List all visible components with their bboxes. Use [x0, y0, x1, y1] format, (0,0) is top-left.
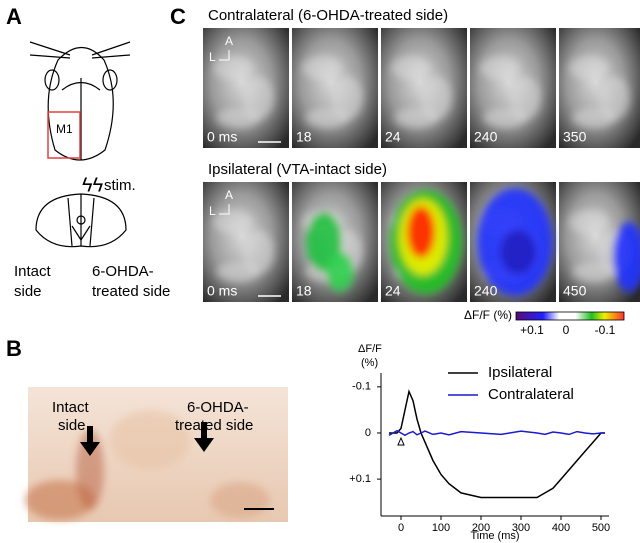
cortex-texture	[213, 56, 274, 128]
vessel	[569, 210, 609, 234]
frame-time: 18	[296, 283, 312, 299]
orientation: L	[209, 50, 216, 64]
y-tick-label: +0.1	[349, 473, 371, 485]
frame-time: 240	[474, 283, 498, 299]
orientation: A	[225, 188, 233, 202]
cortex-texture	[480, 56, 541, 128]
x-tick-label: 300	[512, 522, 530, 534]
activity-overlay	[407, 206, 435, 258]
rat-schematic	[29, 41, 131, 248]
row-title: Contralateral (6-OHDA-treated side)	[208, 7, 448, 24]
vessel	[509, 76, 541, 120]
stim-label: stim.	[104, 177, 136, 194]
vessel	[242, 76, 274, 120]
line-chart: -0.1 0 +0.1 0 100 200 300 400 500 ΔF/F (%) Time (ms…	[349, 343, 610, 542]
intact-label: Intact	[14, 263, 52, 280]
y-axis-label: ΔF/F	[358, 343, 382, 355]
intact-label: side	[14, 283, 42, 300]
vessel	[572, 108, 616, 128]
panel-label: B	[6, 336, 22, 361]
treated-label: 6-OHDA-	[92, 263, 154, 280]
intact-label: Intact	[52, 399, 90, 416]
vessel	[420, 76, 452, 120]
frame-time: 18	[296, 129, 312, 145]
vessel	[569, 56, 609, 80]
vessel	[598, 76, 630, 120]
x-tick-label: 100	[432, 522, 450, 534]
frame-time: 350	[563, 129, 587, 145]
vessel	[391, 56, 431, 80]
series-line	[389, 389, 605, 499]
treated-label: treated side	[175, 417, 253, 434]
row-title: Ipsilateral (VTA-intact side)	[208, 161, 387, 178]
panel-label: C	[170, 4, 186, 29]
treated-label: treated side	[92, 283, 170, 300]
activity-overlay	[326, 252, 354, 292]
colorbar-tick: -0.1	[595, 323, 616, 337]
vessel	[216, 108, 260, 128]
panel-label: A	[6, 4, 22, 29]
activity-overlay	[500, 230, 536, 274]
cortex-texture	[569, 56, 630, 128]
y-tick-label: 0	[365, 427, 371, 439]
colorbar	[515, 311, 625, 321]
cortex-texture	[391, 56, 452, 128]
onset-marker	[397, 436, 405, 446]
x-axis-label: Time (ms)	[470, 530, 519, 542]
cortex-texture	[213, 210, 274, 282]
frame-time: 0 ms	[207, 283, 237, 299]
vessel	[302, 56, 342, 80]
colorbar-tick: 0	[563, 323, 570, 337]
vessel	[480, 56, 520, 80]
orientation-axes	[219, 50, 230, 61]
cortex-texture	[302, 210, 363, 292]
treated-label: 6-OHDA-	[187, 399, 249, 416]
histology-staining	[25, 410, 270, 520]
vessel	[331, 76, 363, 120]
orientation: L	[209, 204, 216, 218]
y-axis-label: (%)	[361, 357, 378, 369]
intact-label: side	[58, 417, 86, 434]
x-tick-label: 0	[398, 522, 404, 534]
orientation: A	[225, 34, 233, 48]
colorbar-tick: +0.1	[520, 323, 544, 337]
legend-label: Contralateral	[488, 386, 574, 403]
region-label: M1	[56, 122, 73, 136]
arrows	[80, 422, 214, 456]
vessel	[213, 56, 253, 80]
vessel	[394, 108, 438, 128]
orientation-axes	[219, 204, 230, 215]
cortex-texture	[477, 188, 553, 296]
series-line	[388, 429, 605, 437]
vessel	[216, 262, 260, 282]
cortex-texture	[302, 56, 363, 128]
vessel	[305, 108, 349, 128]
legend-label: Ipsilateral	[488, 364, 552, 381]
colorbar-label: ΔF/F (%)	[464, 308, 512, 322]
frame-time: 24	[385, 129, 401, 145]
cortex-texture	[390, 190, 462, 294]
x-tick-label: 500	[592, 522, 610, 534]
stim-icon: ϟϟ	[82, 174, 104, 196]
cortex-texture	[569, 210, 640, 292]
activity-overlay	[613, 222, 640, 292]
vessel	[242, 230, 274, 274]
x-tick-label: 200	[472, 522, 490, 534]
y-tick-label: -0.1	[352, 381, 371, 393]
vessel	[213, 210, 253, 234]
x-tick-label: 400	[552, 522, 570, 534]
frame-time: 240	[474, 129, 498, 145]
vessel	[483, 108, 527, 128]
frame-time: 24	[385, 283, 401, 299]
frame-time: 0 ms	[207, 129, 237, 145]
vessel	[572, 262, 616, 282]
frame-time: 450	[563, 283, 587, 299]
